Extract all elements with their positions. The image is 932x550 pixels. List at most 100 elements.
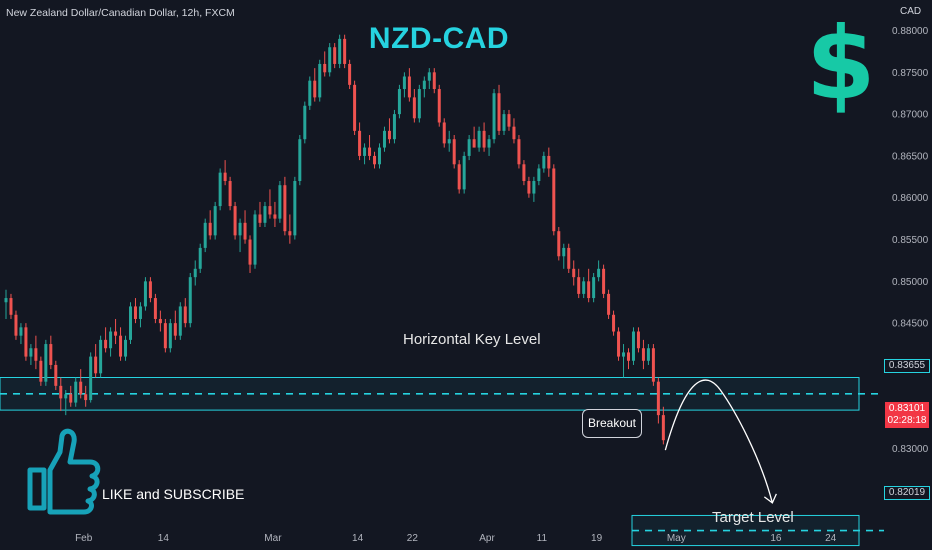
candle: [44, 344, 48, 382]
candle: [617, 331, 621, 357]
candle: [183, 306, 187, 324]
candle: [462, 155, 466, 190]
candle: [104, 339, 108, 349]
candle: [313, 80, 317, 98]
candle: [288, 231, 292, 236]
candle: [248, 239, 252, 265]
candle: [447, 139, 451, 144]
candle: [54, 364, 58, 386]
candle: [69, 394, 73, 403]
candle: [651, 348, 655, 382]
key-level-label: Horizontal Key Level: [403, 331, 541, 348]
candle: [79, 381, 83, 395]
candle: [612, 314, 616, 332]
candle: [124, 339, 128, 357]
candle: [328, 47, 332, 73]
candle: [338, 38, 342, 64]
candle: [153, 298, 157, 319]
candle: [49, 344, 53, 365]
candle: [34, 348, 38, 361]
thumbs-up-icon: [27, 428, 101, 515]
candle: [29, 348, 33, 357]
target-level-zone: [631, 514, 860, 547]
candle: [114, 331, 118, 336]
candle: [378, 147, 381, 165]
candle: [507, 114, 511, 127]
candle: [358, 130, 362, 156]
candle: [64, 394, 68, 399]
candle: [636, 331, 640, 349]
candle: [318, 63, 322, 98]
candle: [562, 247, 566, 257]
projection-arrow: [664, 379, 777, 504]
candle: [298, 139, 302, 182]
candle: [109, 331, 113, 349]
candle: [203, 222, 207, 248]
candle: [278, 185, 282, 219]
dollar-sign-icon: $: [806, 5, 876, 122]
candle: [547, 155, 551, 169]
candle: [392, 114, 396, 140]
time-tick-label: May: [667, 533, 686, 544]
candle: [437, 89, 441, 123]
candle: [577, 277, 581, 294]
time-tick-label: 22: [407, 533, 419, 544]
candle: [582, 281, 586, 294]
like-subscribe-label: LIKE and SUBSCRIBE: [102, 486, 245, 502]
price-tick-label: 0.83000: [892, 444, 929, 455]
candle: [527, 181, 531, 194]
price-tick-label: 0.85000: [892, 277, 929, 288]
candle: [163, 323, 167, 349]
candle: [228, 181, 232, 207]
price-tick-label: 0.84500: [892, 319, 929, 330]
candle: [457, 164, 461, 190]
candle: [422, 80, 426, 90]
candle: [233, 206, 237, 236]
symbol-title: New Zealand Dollar/Canadian Dollar, 12h,…: [6, 7, 235, 19]
candle: [218, 172, 222, 207]
candle: [432, 72, 436, 90]
candle: [333, 47, 337, 64]
candle: [273, 214, 277, 219]
last-price-tag: 0.83101 02:28:18: [885, 402, 929, 428]
candle: [119, 335, 123, 357]
projection-arrowhead: [763, 493, 777, 504]
time-tick-label: 11: [537, 533, 548, 544]
candle: [253, 214, 257, 265]
candle: [452, 139, 456, 165]
countdown-value: 02:28:18: [887, 415, 927, 426]
candle: [522, 164, 526, 182]
candle: [238, 222, 242, 236]
candle: [387, 130, 391, 140]
projection-path: [664, 379, 773, 504]
candle: [407, 76, 411, 98]
candle: [138, 306, 142, 319]
time-tick-label: 16: [770, 533, 782, 544]
candle: [243, 222, 247, 240]
candles: [4, 34, 665, 445]
candle: [343, 38, 347, 64]
candle: [148, 281, 152, 299]
key-level-price-tag: 0.83655: [884, 359, 930, 373]
candle: [587, 281, 591, 299]
candle: [368, 147, 372, 156]
price-tick-label: 0.85500: [892, 235, 929, 246]
candle: [258, 214, 262, 223]
time-tick-label: Feb: [75, 533, 93, 544]
target-level-price-tag: 0.82019: [884, 486, 930, 500]
candle: [442, 122, 446, 144]
time-tick-label: Mar: [264, 533, 282, 544]
candle: [661, 415, 665, 441]
candle: [597, 268, 601, 278]
candle: [622, 352, 626, 357]
candle: [482, 130, 486, 148]
candle: [641, 348, 645, 361]
candle: [552, 168, 556, 232]
candle: [213, 206, 217, 236]
candle: [143, 281, 147, 307]
candle: [512, 126, 516, 140]
candle: [24, 327, 28, 357]
candle: [592, 277, 596, 299]
candle: [59, 385, 63, 399]
